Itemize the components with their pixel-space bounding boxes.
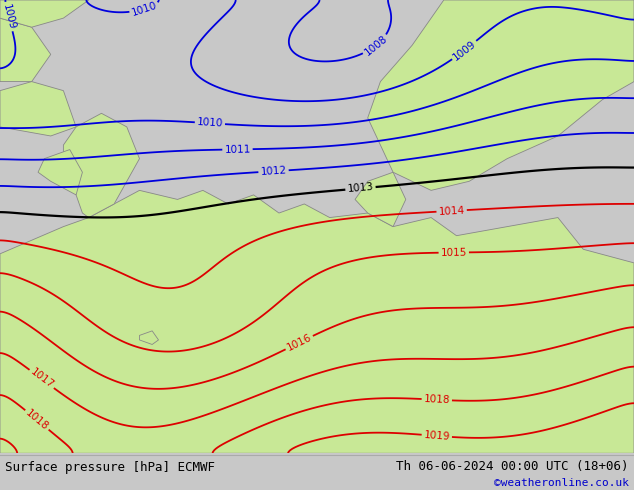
Text: 1019: 1019 <box>424 430 450 442</box>
Polygon shape <box>0 81 76 136</box>
Text: 1011: 1011 <box>224 144 251 155</box>
Text: 1008: 1008 <box>363 33 389 58</box>
Text: 1010: 1010 <box>197 118 223 129</box>
Text: Surface pressure [hPa] ECMWF: Surface pressure [hPa] ECMWF <box>5 461 215 474</box>
Text: ©weatheronline.co.uk: ©weatheronline.co.uk <box>494 478 629 489</box>
Text: Th 06-06-2024 00:00 UTC (18+06): Th 06-06-2024 00:00 UTC (18+06) <box>396 460 629 473</box>
Text: 1010: 1010 <box>130 0 158 18</box>
Polygon shape <box>0 18 51 81</box>
Text: 1018: 1018 <box>23 408 50 432</box>
Polygon shape <box>0 0 89 27</box>
Text: 1012: 1012 <box>260 166 287 177</box>
Polygon shape <box>139 331 158 344</box>
Text: 1009: 1009 <box>1 3 16 30</box>
Text: 1018: 1018 <box>424 394 450 405</box>
Text: 1009: 1009 <box>451 38 478 62</box>
Text: 1014: 1014 <box>438 205 465 217</box>
Text: 1017: 1017 <box>28 367 55 391</box>
Text: 1015: 1015 <box>441 247 467 258</box>
Polygon shape <box>0 190 634 453</box>
Polygon shape <box>368 0 634 190</box>
Polygon shape <box>38 149 82 195</box>
Polygon shape <box>63 113 139 218</box>
Polygon shape <box>355 172 406 226</box>
Text: 1013: 1013 <box>347 182 374 195</box>
Text: 1016: 1016 <box>285 332 313 353</box>
